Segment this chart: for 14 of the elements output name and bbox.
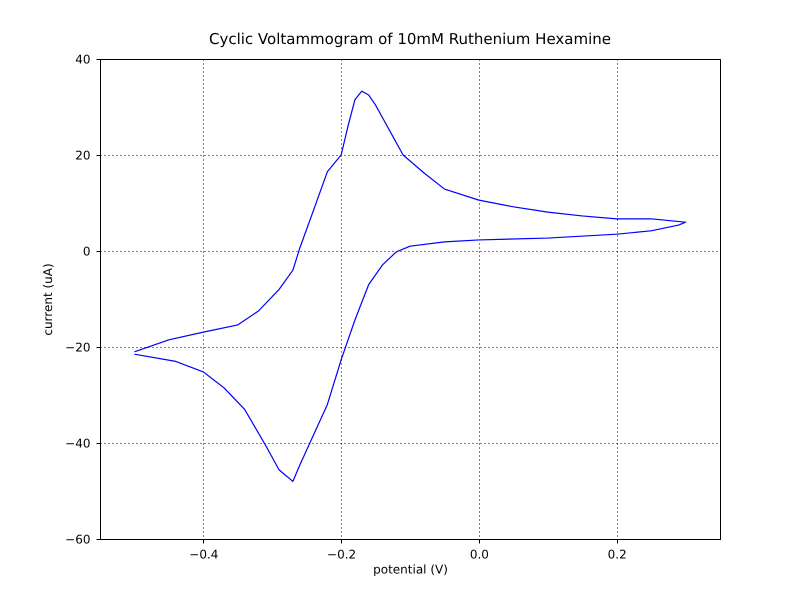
y-axis-title: current (uA)	[41, 263, 56, 336]
y-tick-label: −40	[65, 436, 90, 450]
chart-title: Cyclic Voltammogram of 10mM Ruthenium Hexamine	[208, 30, 612, 48]
x-tick-label: 0.2	[608, 548, 627, 562]
y-tick-label: −60	[65, 532, 90, 546]
y-tick-label: 0	[82, 244, 90, 258]
x-tick-label: 0.0	[470, 548, 489, 562]
x-axis-title: potential (V)	[373, 562, 448, 576]
x-tick-label: −0.4	[189, 548, 218, 562]
line-series	[134, 90, 686, 482]
y-tick-label: −20	[65, 340, 90, 354]
y-tick-label: 40	[75, 52, 90, 66]
x-tick-label: −0.2	[327, 548, 356, 562]
y-tick-label: 20	[75, 148, 90, 162]
